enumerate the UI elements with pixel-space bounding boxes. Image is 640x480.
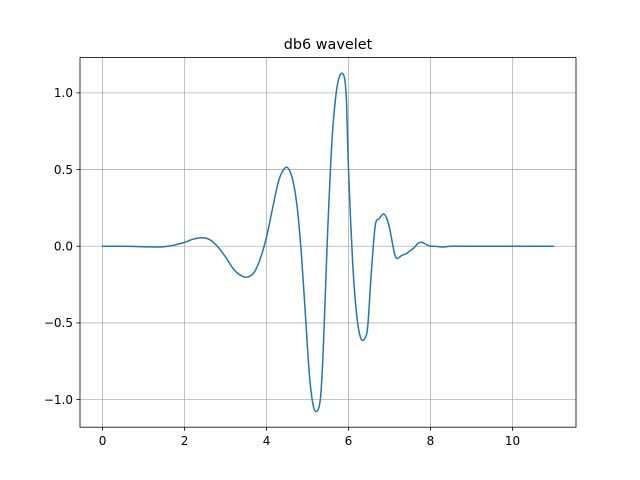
y-tick-label: −0.5	[44, 316, 73, 330]
y-tick-label: 0.0	[54, 240, 73, 254]
series-layer	[101, 72, 555, 413]
y-tick-label: 0.5	[54, 163, 73, 177]
x-tick-label: 4	[263, 434, 271, 448]
ticks-layer: 0 2 4 6 8 10 −1.0 −0.5 0.0 0.5 1.0	[44, 86, 520, 448]
y-tick-label: 1.0	[54, 86, 73, 100]
x-tick-label: 8	[427, 434, 435, 448]
wavelet-series-line	[101, 72, 555, 413]
x-tick-label: 6	[345, 434, 353, 448]
x-tick-label: 10	[505, 434, 520, 448]
x-tick-label: 2	[181, 434, 189, 448]
plot-frame	[79, 57, 577, 428]
grid-layer	[80, 57, 576, 428]
chart-title: db6 wavelet	[284, 37, 373, 53]
x-tick-label: 0	[99, 434, 107, 448]
y-tick-label: −1.0	[44, 393, 73, 407]
